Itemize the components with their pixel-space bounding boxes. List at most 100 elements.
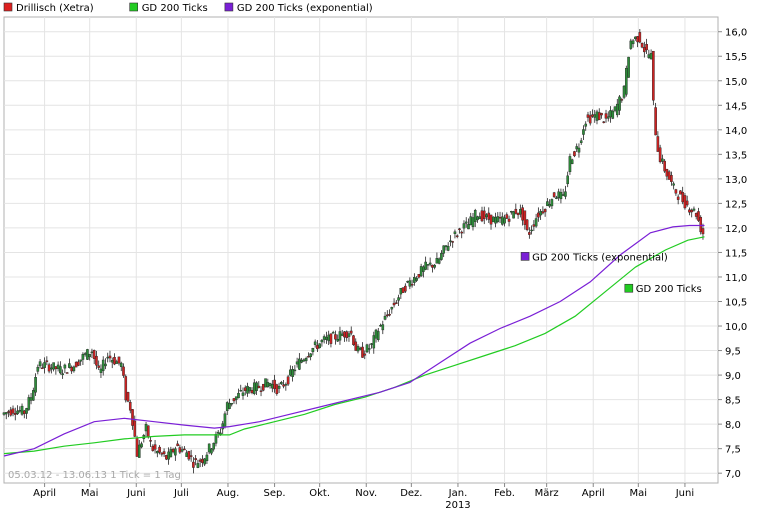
candle-body-98 <box>223 413 227 428</box>
candle-body-192 <box>435 258 439 264</box>
candle-body-217 <box>491 216 495 223</box>
candle-body-268 <box>606 116 610 119</box>
candle-body-80 <box>183 448 186 451</box>
candle-body-230 <box>521 207 524 221</box>
candle-body-162 <box>367 348 371 350</box>
candle-body-14 <box>34 377 37 393</box>
x-tick-label-9: Jan. <box>448 488 468 499</box>
candle-body-163 <box>370 343 373 345</box>
candle-body-156 <box>354 341 358 351</box>
candle-body-21 <box>50 367 53 370</box>
candle-body-12 <box>29 397 33 401</box>
candle-body-197 <box>446 246 450 251</box>
candle-body-173 <box>392 302 396 306</box>
candle-body-57 <box>131 409 134 426</box>
candle-body-232 <box>525 219 529 230</box>
candle-body-95 <box>216 431 220 434</box>
candle-body-3 <box>9 409 13 416</box>
candle-body-1 <box>4 412 8 415</box>
candle-body-113 <box>257 385 261 389</box>
candle-body-61 <box>140 443 143 448</box>
candle-body-306 <box>692 208 696 211</box>
candle-body-171 <box>388 314 391 316</box>
candle-body-235 <box>532 224 536 227</box>
candle-body-122 <box>277 385 281 389</box>
candle-body-108 <box>246 385 249 394</box>
candle-body-93 <box>212 442 215 450</box>
candle-body-63 <box>144 424 148 432</box>
candle-body-146 <box>331 332 335 334</box>
x-axis: April Mai Juni Juli Aug. Sep. Okt. Nov. Dez. Jan.… <box>33 483 694 511</box>
candle-body-193 <box>437 258 441 264</box>
candle-body-144 <box>327 334 330 342</box>
candle-body-82 <box>187 451 191 460</box>
candle-body-293 <box>663 160 666 172</box>
candle-body-118 <box>268 383 272 386</box>
candle-body-301 <box>681 192 684 203</box>
candle-body-48 <box>110 360 114 363</box>
candle-body-220 <box>498 217 502 219</box>
candle-body-286 <box>647 54 651 58</box>
candle-body-104 <box>237 392 240 399</box>
candle-body-255 <box>577 147 581 153</box>
candle-body-271 <box>613 106 617 111</box>
y-tick-label-17: 7,5 <box>725 445 741 456</box>
candle-body-273 <box>618 96 621 111</box>
candle-body-277 <box>627 56 630 78</box>
candle-body-218 <box>494 216 497 224</box>
candle-body-295 <box>667 171 671 180</box>
candle-body-145 <box>329 333 333 344</box>
candle-body-124 <box>282 384 285 387</box>
x-tick-label-5: Sep. <box>264 488 286 499</box>
candle-body-85 <box>194 458 197 461</box>
candle-body-222 <box>503 217 506 224</box>
candle-body-36 <box>83 353 87 355</box>
price-candles <box>2 29 705 474</box>
candle-body-37 <box>86 349 89 360</box>
candle-body-31 <box>72 366 76 372</box>
x-tick-label-12: April <box>582 488 605 499</box>
candle-body-239 <box>541 211 545 214</box>
candle-body-149 <box>338 331 342 341</box>
candle-body-279 <box>631 40 635 45</box>
candle-body-211 <box>478 216 482 220</box>
candle-body-281 <box>636 36 639 43</box>
candle-body-305 <box>690 209 693 213</box>
y-tick-label-15: 8,5 <box>725 396 741 407</box>
candle-body-19 <box>45 360 49 362</box>
candle-body-68 <box>156 450 159 454</box>
legend-swatch-1 <box>129 2 138 12</box>
candle-body-16 <box>38 361 42 367</box>
candle-body-89 <box>203 458 206 465</box>
candle-body-303 <box>685 200 689 206</box>
annotation-swatch-1 <box>624 283 634 293</box>
candle-body-86 <box>196 463 200 468</box>
candle-body-28 <box>65 372 69 374</box>
candle-body-78 <box>178 447 182 453</box>
candle-body-178 <box>404 285 407 292</box>
candle-body-248 <box>561 194 565 196</box>
candle-body-72 <box>165 455 168 460</box>
candle-body-207 <box>469 216 473 226</box>
candle-body-180 <box>408 280 412 287</box>
candle-body-294 <box>665 168 669 177</box>
candle-body-307 <box>694 212 698 217</box>
candle-body-216 <box>489 214 493 225</box>
candle-body-138 <box>313 341 317 345</box>
candle-body-25 <box>59 366 62 374</box>
candle-body-225 <box>510 210 513 213</box>
candle-body-116 <box>264 378 267 388</box>
candle-body-8 <box>20 405 24 415</box>
candle-body-67 <box>153 444 157 450</box>
candle-body-278 <box>629 40 633 49</box>
x-tick-label-11: März <box>535 488 559 499</box>
candle-body-17 <box>41 367 44 370</box>
candle-body-30 <box>70 366 73 372</box>
y-tick-label-0: 16,0 <box>725 28 747 39</box>
annotation-label-0: GD 200 Ticks (exponential) <box>532 252 668 263</box>
candle-body-140 <box>318 343 321 349</box>
candle-body-190 <box>431 264 434 268</box>
candle-body-18 <box>43 362 46 368</box>
candle-body-288 <box>652 50 655 101</box>
candle-body-66 <box>151 445 155 451</box>
